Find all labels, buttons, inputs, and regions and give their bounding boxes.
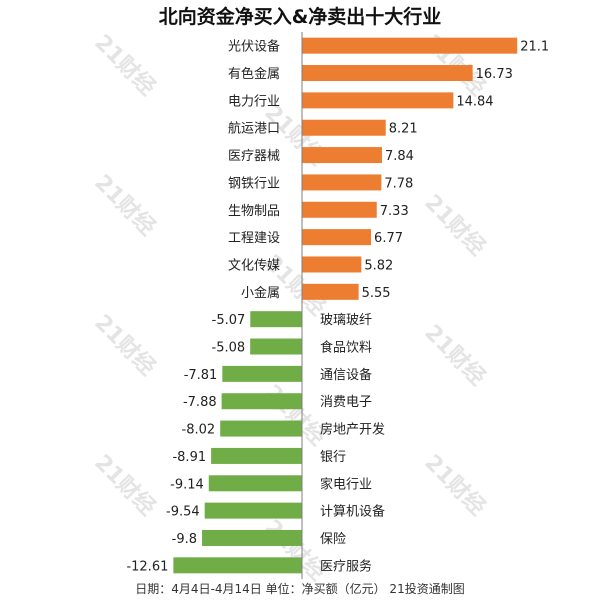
value-label: -8.02 bbox=[182, 423, 216, 438]
value-label: 7.78 bbox=[384, 176, 413, 191]
watermark-text: 21财经 bbox=[89, 309, 160, 380]
watermark-text: 21财经 bbox=[419, 189, 490, 260]
category-label: 消费电子 bbox=[320, 395, 372, 410]
bar-5 bbox=[302, 147, 382, 164]
watermark-text: 21财经 bbox=[419, 449, 490, 520]
category-label: 通信设备 bbox=[320, 367, 372, 383]
watermark-text: 21财经 bbox=[89, 29, 160, 100]
watermark-text: 21财经 bbox=[419, 319, 490, 390]
category-label: 计算机设备 bbox=[320, 504, 385, 520]
bar-7 bbox=[302, 201, 377, 218]
bar-17 bbox=[208, 475, 302, 492]
value-label: 8.21 bbox=[389, 122, 418, 137]
chart-footer: 日期：4月4日-4月14日 单位：净买额（亿元） 21投资通制图 bbox=[135, 582, 465, 596]
value-label: 14.84 bbox=[456, 94, 493, 109]
bar-10 bbox=[302, 283, 359, 300]
category-label: 小金属 bbox=[241, 285, 280, 301]
chart-title: 北向资金净买入&净卖出十大行业 bbox=[158, 6, 442, 28]
bar-11 bbox=[250, 311, 302, 328]
value-label: -9.8 bbox=[172, 532, 197, 547]
category-label: 银行 bbox=[320, 450, 346, 465]
category-label: 生物制品 bbox=[228, 204, 280, 219]
value-label: -12.61 bbox=[126, 559, 168, 574]
bar-2 bbox=[302, 65, 473, 82]
category-label: 医疗器械 bbox=[228, 149, 280, 164]
category-label: 文化传媒 bbox=[228, 258, 280, 273]
value-label: 5.55 bbox=[362, 286, 391, 301]
value-label: -5.08 bbox=[212, 341, 246, 356]
bar-9 bbox=[302, 256, 362, 273]
value-label: 21.1 bbox=[520, 40, 549, 55]
category-label: 房地产开发 bbox=[320, 422, 385, 438]
bar-16 bbox=[211, 447, 302, 464]
value-label: -8.91 bbox=[172, 450, 206, 465]
category-label: 钢铁行业 bbox=[228, 176, 280, 191]
watermark-text: 21财经 bbox=[89, 169, 160, 240]
bar-3 bbox=[302, 92, 454, 109]
value-label: -9.14 bbox=[170, 477, 204, 492]
value-label: -7.88 bbox=[183, 395, 217, 410]
value-label: -9.54 bbox=[166, 505, 200, 520]
bar-20 bbox=[173, 557, 302, 574]
bar-19 bbox=[202, 529, 302, 546]
category-label: 工程建设 bbox=[228, 231, 280, 246]
category-label: 有色金属 bbox=[228, 66, 280, 82]
bar-13 bbox=[222, 365, 302, 382]
category-label: 食品饮料 bbox=[320, 340, 372, 356]
value-label: -7.81 bbox=[184, 368, 218, 383]
value-label: 7.33 bbox=[380, 204, 409, 219]
watermark-text: 21财经 bbox=[259, 514, 330, 585]
category-label: 保险 bbox=[320, 532, 346, 547]
value-label: -5.07 bbox=[212, 313, 246, 328]
watermark-text: 21财经 bbox=[259, 379, 330, 450]
bar-18 bbox=[204, 502, 302, 519]
bar-6 bbox=[302, 174, 382, 191]
bar-1 bbox=[302, 37, 518, 54]
bar-14 bbox=[221, 393, 302, 410]
category-label: 家电行业 bbox=[320, 476, 372, 492]
value-label: 5.82 bbox=[364, 258, 393, 273]
category-label: 光伏设备 bbox=[228, 39, 280, 55]
category-label: 玻璃玻纤 bbox=[320, 313, 372, 328]
bar-8 bbox=[302, 229, 372, 246]
bar-15 bbox=[220, 420, 302, 437]
labels-group: 光伏设备 21.1 有色金属 16.73 电力行业 14.84 航运港口 8.21 医疗器械 7.… bbox=[126, 39, 549, 575]
bars-group bbox=[173, 37, 518, 574]
value-label: 16.73 bbox=[476, 67, 513, 82]
category-label: 医疗服务 bbox=[320, 558, 372, 574]
bar-12 bbox=[250, 338, 302, 355]
watermark-text: 21财经 bbox=[89, 449, 160, 520]
value-label: 7.84 bbox=[385, 149, 414, 164]
category-label: 电力行业 bbox=[228, 94, 280, 109]
value-label: 6.77 bbox=[374, 231, 403, 246]
category-label: 航运港口 bbox=[228, 121, 280, 137]
bar-4 bbox=[302, 119, 386, 136]
